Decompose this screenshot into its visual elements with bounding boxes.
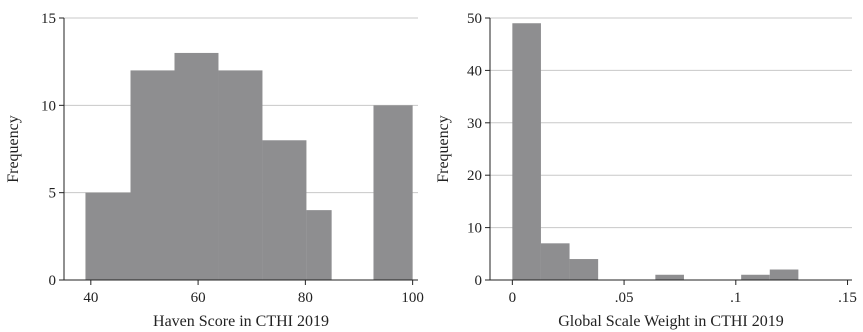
histogram-bar (306, 210, 332, 280)
y-tick-label: 30 (467, 116, 482, 132)
chart-panel-1: 0 5 10 15 40 60 80 100 Haven Score in CTHI 2019 F… (5, 11, 424, 330)
y-tick-label: 0 (49, 273, 57, 289)
y-tick-label: 40 (467, 63, 482, 79)
y-tick-label: 15 (41, 11, 56, 27)
histogram-bar (741, 274, 770, 280)
histogram-bar (262, 140, 307, 280)
y-tick-label: 10 (467, 221, 482, 237)
x-tick-label: 40 (83, 290, 98, 306)
histogram-bar (130, 70, 175, 281)
chart-panel-2: 0 10 20 30 40 50 0 .05 .1 .15 Global Scale Weight … (435, 11, 857, 330)
histogram-bar (769, 269, 799, 280)
x-tick-label: .15 (838, 290, 857, 306)
x-axis-title: Haven Score in CTHI 2019 (153, 313, 329, 330)
y-tick-label: 5 (49, 186, 57, 202)
x-tick-label: 0 (509, 290, 517, 306)
y-axis-title: Frequency (435, 115, 452, 183)
histogram-bar (218, 70, 263, 281)
histogram-bar (655, 274, 684, 280)
x-tick-label: .1 (730, 290, 741, 306)
histogram-bar (85, 192, 131, 280)
y-tick-label: 10 (41, 98, 56, 114)
x-tick-label: 80 (298, 290, 313, 306)
histogram-bar (174, 52, 219, 280)
histogram-bar (569, 259, 599, 280)
x-tick-label: 60 (191, 290, 206, 306)
histogram-bar (540, 243, 570, 280)
y-tick-label: 50 (467, 11, 482, 27)
y-axis-title: Frequency (5, 115, 22, 183)
y-tick-label: 20 (467, 168, 482, 184)
histogram-bar (373, 105, 413, 280)
x-tick-label: 100 (401, 290, 424, 306)
x-axis-title: Global Scale Weight in CTHI 2019 (558, 313, 784, 330)
y-tick-label: 0 (475, 273, 483, 289)
x-tick-label: .05 (615, 290, 634, 306)
histogram-bar (512, 23, 541, 281)
